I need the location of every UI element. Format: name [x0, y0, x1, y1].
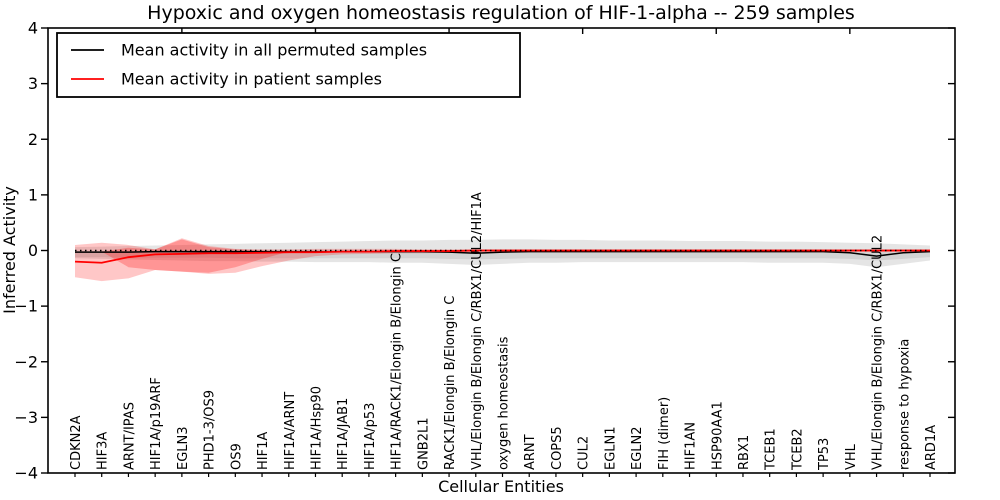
- legend: Mean activity in all permuted samples Me…: [56, 32, 521, 98]
- x-tick-label: oxygen homeostasis: [497, 336, 512, 470]
- patient-mean-line: [74, 249, 930, 264]
- x-tick-label: CUL2: [577, 436, 592, 470]
- y-tick-label: 3: [28, 74, 38, 93]
- x-tick-label: CDKN2A: [69, 415, 84, 470]
- x-tick-label: response to hypoxia: [897, 339, 912, 470]
- x-tick-label: HIF1A/JAB1: [336, 398, 351, 470]
- legend-box: [56, 32, 521, 98]
- x-tick-label: HIF1A/p53: [363, 403, 378, 470]
- legend-label-permuted: Mean activity in all permuted samples: [121, 41, 427, 60]
- x-tick-label: TCEB1: [764, 428, 779, 471]
- x-tick-label: VHL/Elongin B/Elongin C/RBX1/CUL2: [871, 235, 886, 470]
- x-tick-label: ARNT/IPAS: [122, 402, 137, 470]
- x-tick-label: HIF1A/ARNT: [283, 392, 298, 470]
- x-tick-label: EGLN2: [630, 426, 645, 470]
- x-tick-label: TP53: [817, 438, 832, 471]
- band-permuted: [75, 239, 930, 268]
- x-tick-label: ARD1A: [924, 425, 939, 470]
- x-tick-label: ARNT: [523, 434, 538, 470]
- x-tick-label: HIF1A/Hsp90: [309, 386, 324, 470]
- x-tick-label: OS9: [229, 443, 244, 470]
- x-axis-label: Cellular Entities: [438, 477, 564, 496]
- band-permuted: [75, 252, 930, 261]
- y-tick-label: −3: [14, 408, 38, 427]
- y-tick-label: 0: [28, 241, 38, 260]
- x-tick-label: EGLN3: [176, 426, 191, 470]
- y-tick-label: −2: [14, 352, 38, 371]
- x-tick-label: HIF1AN: [684, 422, 699, 470]
- legend-label-patient: Mean activity in patient samples: [121, 70, 382, 89]
- y-tick-label: 1: [28, 185, 38, 204]
- x-tick-label: PHD1-3/OS9: [203, 390, 218, 470]
- x-tick-label: HIF1A/p19ARF: [149, 377, 164, 470]
- band-patient: [101, 239, 289, 273]
- y-tick-label: 4: [28, 19, 38, 38]
- x-tick-label: HIF1A/RACK1/Elongin B/Elongin C: [390, 253, 405, 470]
- x-tick-label: HIF3A: [96, 432, 111, 470]
- x-tick-label: HIF1A: [256, 432, 271, 470]
- x-tick-label: RBX1: [737, 435, 752, 470]
- x-tick-label: GNB2L1: [416, 417, 431, 470]
- y-axis-label: Inferred Activity: [0, 186, 19, 314]
- mean-lines-layer: [74, 249, 931, 264]
- y-tick-labels-layer: 4 3 2 1 0 −1 −2 −3 −4: [14, 19, 38, 483]
- band-patient: [75, 238, 930, 282]
- x-tick-label: VHL: [844, 443, 859, 470]
- y-tick-label: −4: [14, 464, 38, 483]
- x-tick-label: COPS5: [550, 426, 565, 470]
- confidence-bands-layer: [75, 238, 930, 282]
- x-tick-labels-layer: CDKN2A HIF3A ARNT/IPAS HIF1A/p19ARF EGLN3 PHD…: [69, 192, 939, 471]
- x-tick-label: TCEB2: [790, 428, 805, 471]
- y-tick-label: 2: [28, 130, 38, 149]
- x-tick-label: EGLN1: [603, 426, 618, 470]
- y-tick-label: −1: [14, 297, 38, 316]
- x-tick-label: FIH (dimer): [657, 397, 672, 470]
- permuted-mean-line: [75, 250, 931, 257]
- x-tick-label: HSP90AA1: [710, 401, 725, 470]
- x-tick-label: VHL/Elongin B/Elongin C/RBX1/CUL2/HIF1A: [470, 192, 485, 470]
- x-tick-label: RACK1/Elongin B/Elongin C: [443, 296, 458, 470]
- chart-title: Hypoxic and oxygen homeostasis regulatio…: [147, 2, 855, 24]
